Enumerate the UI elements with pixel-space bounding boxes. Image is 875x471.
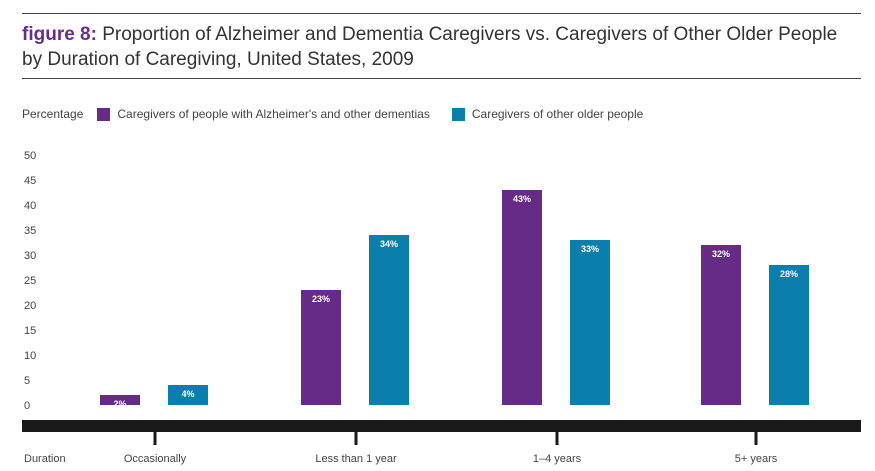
bar xyxy=(100,395,140,405)
title-text: Proportion of Alzheimer and Dementia Car… xyxy=(102,24,838,45)
y-tick-label: 40 xyxy=(24,200,36,212)
x-tick-label: 5+ years xyxy=(735,453,778,465)
x-axis-band xyxy=(22,420,861,432)
data-label: 43% xyxy=(513,194,531,204)
x-tick xyxy=(354,432,358,445)
title-rule xyxy=(22,78,861,79)
data-label: 2% xyxy=(113,399,126,409)
legend: Percentage Caregivers of people with Alz… xyxy=(22,107,643,121)
bar xyxy=(701,245,741,405)
bar xyxy=(502,190,542,405)
data-label: 34% xyxy=(380,239,398,249)
bar xyxy=(570,240,610,405)
y-tick-label: 5 xyxy=(24,375,30,387)
x-tick xyxy=(555,432,559,445)
y-tick-label: 30 xyxy=(24,250,36,262)
bar xyxy=(301,290,341,405)
y-axis-label: Percentage xyxy=(22,107,84,121)
y-tick-label: 45 xyxy=(24,175,36,187)
y-tick-label: 20 xyxy=(24,300,36,312)
data-label: 4% xyxy=(181,389,194,399)
legend-swatch-alzheimer xyxy=(97,107,111,121)
bar xyxy=(769,265,809,405)
y-tick-label: 35 xyxy=(24,225,36,237)
legend-label-other: Caregivers of other older people xyxy=(471,107,644,121)
y-tick-label: 50 xyxy=(24,150,36,162)
x-tick xyxy=(754,432,758,445)
bar xyxy=(369,235,409,405)
x-tick xyxy=(153,432,157,445)
data-label: 28% xyxy=(780,269,798,279)
x-tick-label: 1–4 years xyxy=(533,453,582,465)
x-axis-label: Duration xyxy=(24,453,66,465)
x-tick-label: Occasionally xyxy=(124,453,187,465)
y-tick-label: 0 xyxy=(24,400,30,412)
top-rule xyxy=(22,13,861,14)
x-tick-label: Less than 1 year xyxy=(315,453,397,465)
legend-label-alzheimer: Caregivers of people with Alzheimer's an… xyxy=(117,107,430,121)
y-tick-label: 25 xyxy=(24,275,36,287)
chart-title-line1: figure 8: Proportion of Alzheimer and De… xyxy=(22,22,837,47)
data-label: 32% xyxy=(712,249,730,259)
data-label: 23% xyxy=(312,294,330,304)
data-label: 33% xyxy=(581,244,599,254)
figure-number: figure 8: xyxy=(22,24,97,45)
y-tick-label: 15 xyxy=(24,325,36,337)
y-tick-label: 10 xyxy=(24,350,36,362)
chart-title-line2: by Duration of Caregiving, United States… xyxy=(22,49,414,70)
bar xyxy=(168,385,208,405)
legend-swatch-other xyxy=(451,107,465,121)
